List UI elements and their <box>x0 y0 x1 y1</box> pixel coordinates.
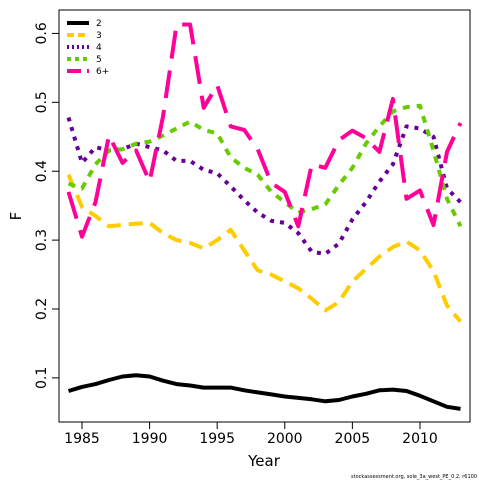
x-tick-label: 2010 <box>402 431 438 447</box>
y-tick-label: 0.1 <box>34 367 50 389</box>
x-tick-label: 1990 <box>132 431 168 447</box>
y-tick-label: 0.4 <box>34 160 50 182</box>
y-axis: 0.1 0.2 0.3 0.4 0.5 0.6 <box>34 22 60 389</box>
source-caption: stockassessment.org, sole_3a_west_PE_0.2… <box>351 474 477 480</box>
series-line-2 <box>66 173 463 323</box>
y-tick-label: 0.6 <box>34 22 50 44</box>
legend-label-5: 6+ <box>96 67 109 77</box>
series-line-4 <box>67 103 463 228</box>
x-tick-label: 2000 <box>267 431 303 447</box>
legend: 2 3 4 5 6+ <box>67 19 109 77</box>
x-axis-title: Year <box>247 452 281 470</box>
legend-label-4: 5 <box>96 55 102 65</box>
y-tick-label: 0.2 <box>34 298 50 320</box>
legend-label-3: 4 <box>96 43 102 53</box>
x-tick-label: 1985 <box>64 431 100 447</box>
x-tick-label: 1995 <box>199 431 235 447</box>
series-layer <box>66 22 463 411</box>
x-tick-label: 2005 <box>335 431 371 447</box>
y-tick-label: 0.3 <box>34 229 50 251</box>
x-axis: 1985 1990 1995 2000 2005 2010 <box>64 421 438 447</box>
legend-label-1: 2 <box>96 19 102 29</box>
y-axis-title: F <box>7 212 25 221</box>
y-tick-label: 0.5 <box>34 91 50 113</box>
legend-label-2: 3 <box>96 31 102 41</box>
series-line-1 <box>67 373 461 411</box>
series-line-5 <box>66 22 463 239</box>
series-line-3 <box>66 116 462 256</box>
